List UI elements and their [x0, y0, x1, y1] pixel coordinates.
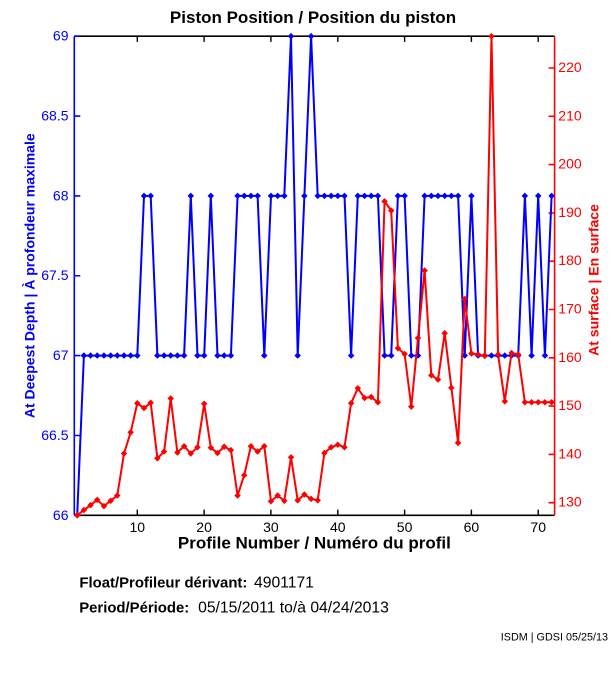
svg-text:68.5: 68.5	[41, 108, 68, 124]
svg-text:130: 130	[558, 494, 582, 510]
svg-text:4901171: 4901171	[254, 575, 314, 592]
svg-text:200: 200	[558, 156, 582, 172]
svg-text:220: 220	[558, 59, 582, 75]
svg-text:Profile Number / Numéro du pro: Profile Number / Numéro du profil	[178, 534, 451, 553]
svg-text:170: 170	[558, 301, 582, 317]
svg-text:40: 40	[330, 519, 346, 535]
svg-text:67.5: 67.5	[41, 267, 68, 283]
svg-text:140: 140	[558, 445, 582, 461]
svg-text:190: 190	[558, 204, 582, 220]
svg-text:69: 69	[53, 28, 69, 44]
svg-text:Float/Profileur dérivant:: Float/Profileur dérivant:	[79, 576, 247, 592]
svg-text:66: 66	[53, 507, 69, 523]
svg-text:05/15/2011 to/à 04/24/2013: 05/15/2011 to/à 04/24/2013	[198, 600, 389, 617]
svg-text:150: 150	[558, 397, 582, 413]
svg-text:210: 210	[558, 107, 582, 123]
svg-text:10: 10	[130, 519, 146, 535]
svg-text:67: 67	[53, 347, 69, 363]
svg-text:Piston Position / Position du: Piston Position / Position du piston	[170, 8, 456, 27]
svg-text:60: 60	[464, 519, 480, 535]
svg-text:50: 50	[397, 519, 413, 535]
svg-text:68: 68	[53, 187, 69, 203]
svg-text:70: 70	[530, 519, 546, 535]
svg-text:ISDM | GDSI 05/25/13: ISDM | GDSI 05/25/13	[501, 632, 608, 644]
svg-text:180: 180	[558, 252, 582, 268]
svg-text:Period/Période:: Period/Période:	[79, 601, 189, 617]
svg-text:66.5: 66.5	[41, 427, 68, 443]
svg-text:At Deepest Depth | À profondeu: At Deepest Depth | À profondeur maximale	[22, 133, 38, 418]
svg-text:At surface | En surface: At surface | En surface	[586, 204, 602, 356]
svg-text:20: 20	[196, 519, 212, 535]
svg-text:160: 160	[558, 349, 582, 365]
svg-text:30: 30	[263, 519, 279, 535]
